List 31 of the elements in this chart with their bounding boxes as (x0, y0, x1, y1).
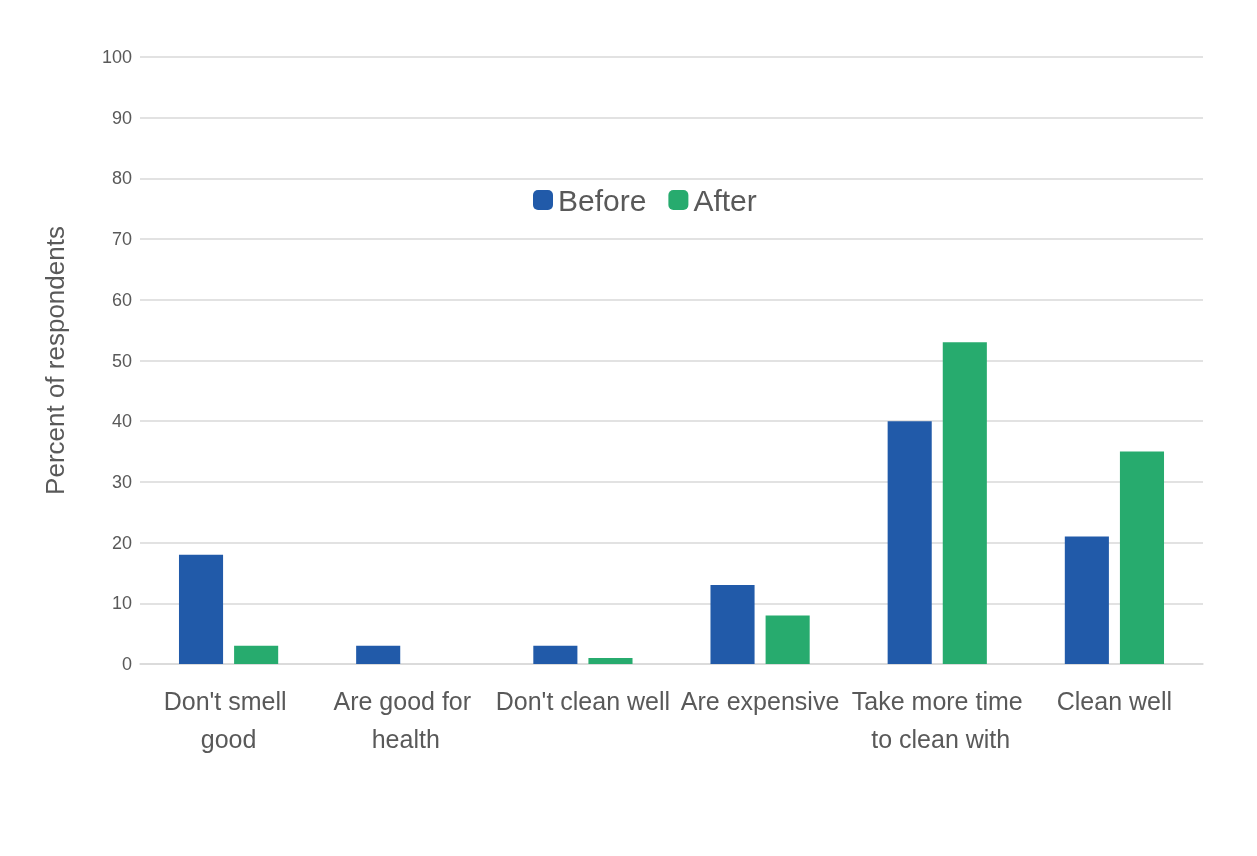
bar (178, 554, 224, 664)
bar (765, 615, 810, 664)
y-axis-title: Percent of respondents (40, 226, 70, 495)
bar (588, 657, 633, 664)
bar (356, 645, 401, 664)
bar (234, 645, 279, 664)
x-tick-label: Are expensive (680, 687, 840, 715)
x-tick-label: Don't clean well (495, 687, 671, 715)
y-tick-label: 30 (111, 471, 132, 492)
bar (942, 342, 987, 664)
y-tick-label: 100 (101, 47, 132, 67)
y-tick-label: 10 (111, 593, 132, 614)
bar (710, 585, 755, 664)
bar (887, 421, 932, 664)
y-tick-label: 40 (111, 411, 132, 432)
x-tick-label: Are good for health (333, 687, 479, 753)
x-tick-label: Clean well (1056, 687, 1173, 715)
y-tick-label: 90 (111, 107, 132, 128)
bar (1119, 451, 1165, 664)
bar (533, 645, 578, 664)
bar (1064, 536, 1109, 664)
legend-label: After (693, 183, 757, 217)
x-tick-label: Take more time to clean with (851, 687, 1023, 753)
y-tick-label: 80 (111, 168, 132, 189)
y-tick-label: 20 (111, 532, 132, 553)
legend-label: Before (558, 183, 647, 217)
y-tick-label: 50 (111, 350, 132, 371)
y-tick-label: 60 (111, 289, 132, 310)
y-tick-label: 0 (121, 654, 132, 674)
x-tick-label: Don't smell good (163, 687, 294, 753)
y-tick-label: 70 (111, 229, 132, 250)
